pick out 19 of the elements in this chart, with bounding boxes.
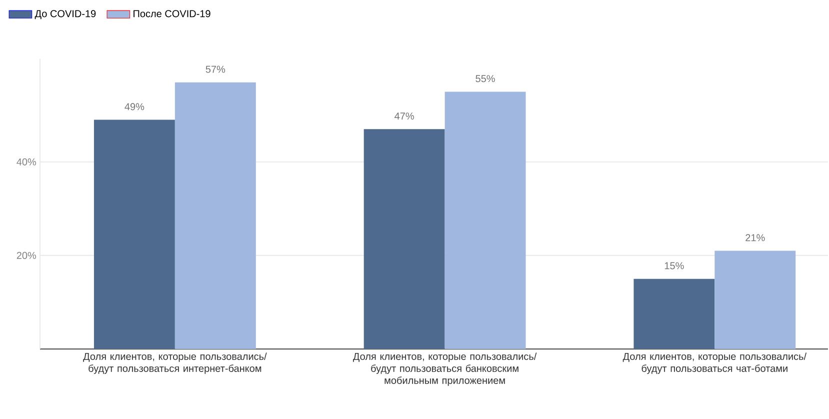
bar <box>174 82 256 349</box>
y-tick-label: 20% <box>16 252 36 259</box>
data-label: 57% <box>206 66 226 73</box>
data-label: 15% <box>664 262 684 270</box>
data-label: 47% <box>394 112 414 120</box>
data-label: 55% <box>476 75 495 82</box>
x-tick-label: Доля клиентов, которые пользовались/ будут пользоваться интернет-банком <box>83 352 267 374</box>
x-tick-label: Доля клиентов, которые пользовались/ будут пользоваться чат-ботами <box>622 352 807 374</box>
legend-label: После COVID-19 <box>134 10 210 18</box>
bar <box>364 129 445 349</box>
x-tick-label: Доля клиентов, которые пользовались/ будут пользоваться банковским мобильным приложением <box>353 352 537 386</box>
bar <box>94 120 175 349</box>
legend-label: До COVID-19 <box>34 10 96 20</box>
data-label: 49% <box>124 103 144 110</box>
data-label: 21% <box>746 234 765 242</box>
y-tick-label: 40% <box>16 158 36 166</box>
bar <box>714 250 796 349</box>
bar <box>634 278 715 349</box>
bar <box>444 92 526 349</box>
